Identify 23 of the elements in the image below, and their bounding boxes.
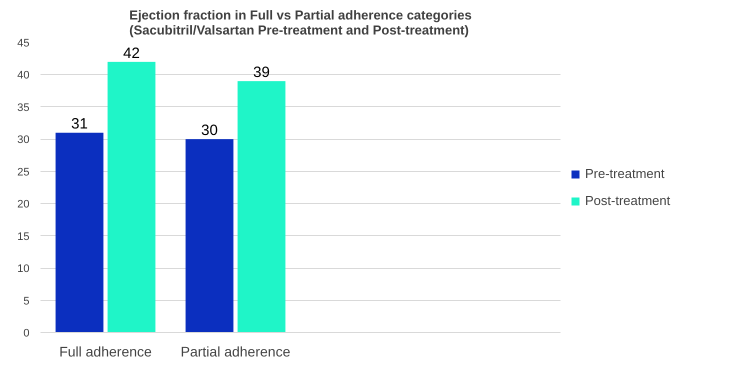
x-tick-label: Full adherence	[59, 344, 152, 360]
chart-title: Ejection fraction in Full vs Partial adherence categories (Sacubitril/Valsartan Pre-treatment and Post-treatment)	[129, 8, 472, 38]
data-label: 39	[253, 64, 270, 82]
legend-label: Post-treatment	[585, 193, 670, 208]
y-tick-label: 25	[17, 166, 30, 178]
y-tick-label: 20	[17, 198, 30, 211]
legend-label: Pre-treatment	[585, 166, 664, 181]
bar	[238, 81, 286, 332]
y-tick-label: 45	[17, 38, 30, 50]
bar	[56, 132, 104, 332]
x-tick-label: Partial adherence	[180, 344, 291, 360]
bar	[108, 62, 156, 332]
y-tick-label: 5	[23, 295, 30, 308]
y-tick-label: 35	[17, 102, 30, 114]
bar	[186, 139, 234, 332]
y-tick-label: 30	[17, 134, 30, 146]
y-tick-label: 40	[17, 70, 30, 82]
data-label: 31	[71, 116, 88, 133]
y-tick-label: 10	[17, 263, 30, 276]
data-label: 42	[123, 44, 140, 62]
y-tick-label: 15	[17, 230, 30, 243]
y-tick-label: 0	[23, 328, 30, 340]
data-label: 30	[201, 122, 218, 140]
